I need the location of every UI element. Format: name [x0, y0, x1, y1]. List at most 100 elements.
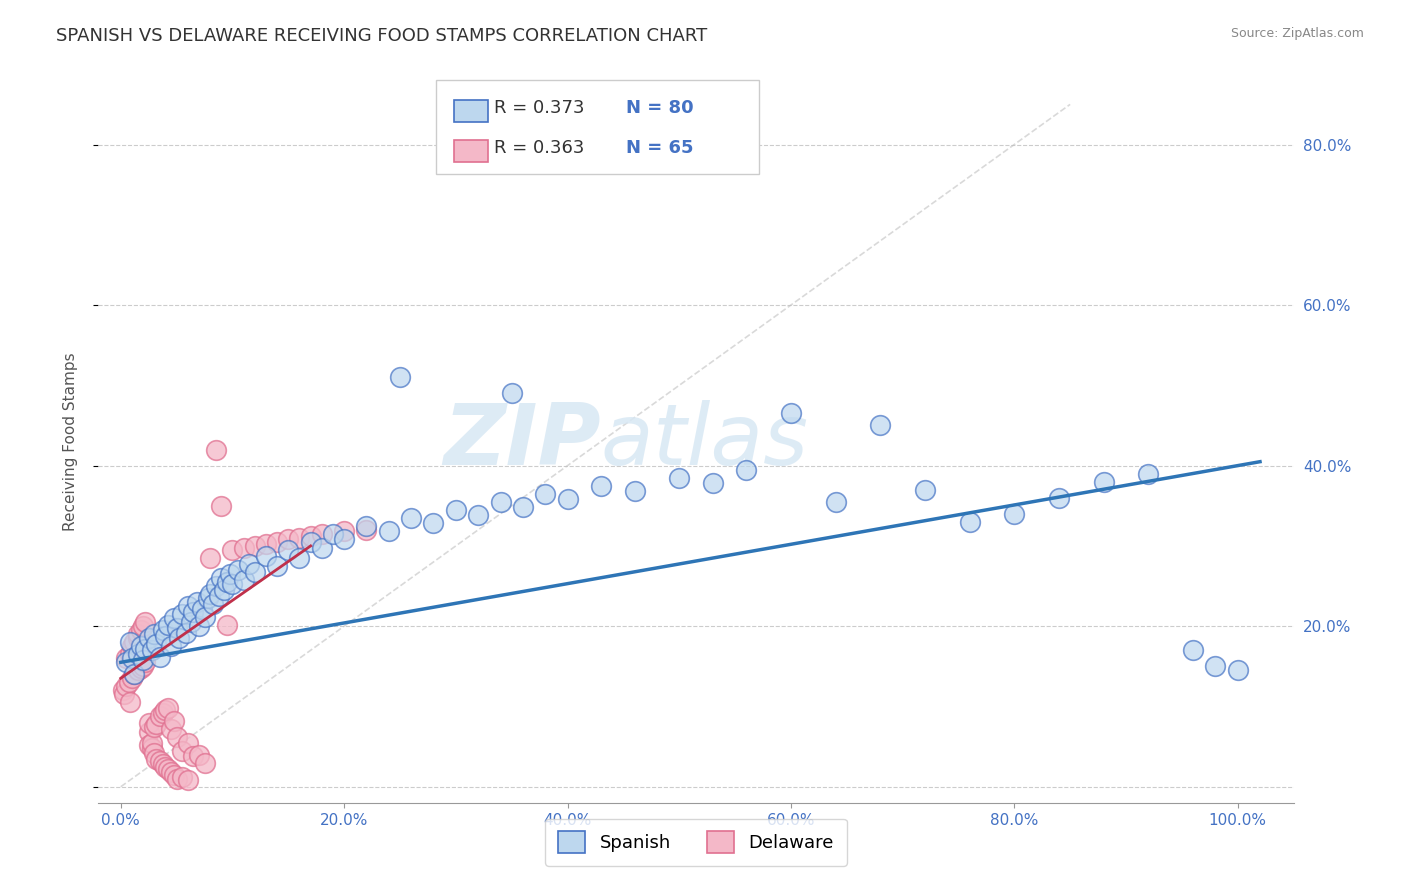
- Point: [467, 508, 489, 523]
- Point: [152, 623, 174, 637]
- Point: [444, 502, 467, 516]
- Point: [115, 651, 138, 665]
- Point: [422, 516, 444, 531]
- Point: [132, 659, 155, 673]
- Point: [134, 615, 156, 630]
- Point: [115, 655, 138, 669]
- Point: [167, 632, 190, 646]
- Point: [122, 667, 145, 681]
- Point: [232, 573, 254, 587]
- Point: [221, 542, 243, 557]
- Point: [238, 557, 260, 571]
- Point: [209, 499, 232, 513]
- Point: [668, 470, 690, 484]
- Point: [534, 487, 557, 501]
- Point: [129, 623, 152, 637]
- Point: [489, 494, 512, 508]
- Point: [202, 597, 225, 611]
- Point: [1226, 664, 1249, 678]
- Point: [166, 730, 188, 744]
- Point: [149, 649, 172, 664]
- Point: [186, 595, 208, 609]
- Point: [1137, 467, 1160, 481]
- Point: [141, 643, 163, 657]
- Point: [226, 563, 249, 577]
- Point: [557, 492, 579, 507]
- Point: [155, 629, 177, 643]
- Point: [117, 675, 139, 690]
- Point: [388, 370, 411, 384]
- Point: [243, 565, 266, 579]
- Point: [208, 589, 231, 603]
- Point: [1002, 507, 1025, 521]
- Point: [299, 534, 322, 549]
- Point: [177, 773, 200, 788]
- Point: [156, 617, 179, 632]
- Point: [204, 442, 226, 457]
- Point: [145, 751, 167, 765]
- Point: [152, 706, 174, 720]
- Text: R = 0.373: R = 0.373: [494, 99, 583, 117]
- Point: [333, 524, 356, 539]
- Legend: Spanish, Delaware: Spanish, Delaware: [546, 819, 846, 866]
- Point: [166, 772, 188, 786]
- Point: [172, 770, 194, 784]
- Point: [187, 619, 209, 633]
- Point: [118, 648, 141, 662]
- Text: ZIP: ZIP: [443, 400, 600, 483]
- Point: [277, 533, 299, 547]
- Point: [288, 531, 311, 545]
- Point: [160, 639, 183, 653]
- Point: [914, 483, 936, 497]
- Point: [143, 627, 166, 641]
- Point: [198, 551, 221, 566]
- Point: [118, 635, 141, 649]
- Point: [138, 725, 160, 739]
- Point: [163, 767, 186, 781]
- Point: [156, 762, 179, 776]
- Point: [735, 462, 758, 476]
- Point: [172, 744, 194, 758]
- Point: [277, 542, 299, 557]
- Point: [127, 664, 149, 678]
- Point: [121, 651, 143, 665]
- Point: [589, 478, 612, 492]
- Point: [356, 523, 378, 537]
- Point: [183, 605, 205, 619]
- Point: [193, 609, 215, 624]
- Text: R = 0.363: R = 0.363: [494, 139, 583, 157]
- Point: [1047, 491, 1070, 505]
- Point: [122, 635, 145, 649]
- Point: [180, 615, 202, 630]
- Point: [197, 591, 219, 606]
- Point: [243, 539, 266, 553]
- Point: [219, 567, 242, 582]
- Point: [254, 537, 277, 551]
- Point: [183, 749, 205, 764]
- Point: [141, 735, 163, 749]
- Point: [134, 655, 156, 669]
- Point: [143, 746, 166, 760]
- Point: [121, 671, 143, 685]
- Point: [141, 741, 163, 756]
- Point: [824, 494, 846, 508]
- Point: [152, 757, 174, 772]
- Point: [138, 738, 160, 752]
- Text: N = 80: N = 80: [626, 99, 693, 117]
- Point: [129, 639, 152, 653]
- Point: [149, 754, 172, 768]
- Point: [145, 717, 167, 731]
- Point: [129, 661, 152, 675]
- Y-axis label: Receiving Food Stamps: Receiving Food Stamps: [63, 352, 77, 531]
- Point: [702, 476, 724, 491]
- Text: Source: ZipAtlas.com: Source: ZipAtlas.com: [1230, 27, 1364, 40]
- Point: [177, 599, 200, 614]
- Point: [266, 558, 288, 573]
- Point: [204, 579, 226, 593]
- Point: [209, 571, 232, 585]
- Point: [115, 680, 138, 694]
- Point: [869, 418, 891, 433]
- Point: [143, 719, 166, 733]
- Point: [149, 709, 172, 723]
- Point: [378, 524, 401, 539]
